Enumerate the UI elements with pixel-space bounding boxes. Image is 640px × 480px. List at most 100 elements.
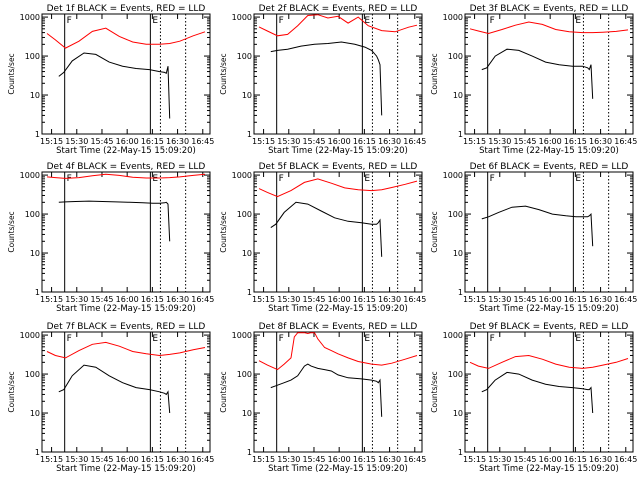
marker-label-f: F [279,334,284,344]
x-tick-label: 15:15 [463,137,486,146]
x-tick-label: 15:15 [40,137,63,146]
x-axis-label: Start Time (22-May-15 15:09:20) [268,464,408,474]
y-tick-label: 1000 [20,331,40,340]
series-line-lld [258,178,418,198]
x-tick-label: 16:30 [166,455,189,464]
y-tick-label: 1 [247,288,252,297]
marker-label-e: E [364,16,370,26]
x-axis-label: Start Time (22-May-15 15:09:20) [56,304,196,314]
marker-label-e: E [575,16,581,26]
y-tick-label: 1 [458,130,463,139]
y-tick-label: 100 [25,210,40,219]
y-tick-label: 10 [453,409,463,418]
y-tick-label: 1 [35,288,40,297]
x-tick-label: 15:45 [90,455,113,464]
y-tick-label: 100 [448,210,463,219]
x-tick-label: 16:15 [141,137,164,146]
x-tick-label: 16:30 [378,137,401,146]
x-tick-label: 15:15 [463,295,486,304]
panel-title: Det 2f BLACK = Events, RED = LLD [259,4,418,14]
marker-label-f: F [67,174,72,184]
x-axis-label: Start Time (22-May-15 15:09:20) [56,464,196,474]
y-tick-label: 1 [458,448,463,457]
y-tick-label: 100 [25,370,40,379]
y-tick-label: 1000 [232,13,252,22]
marker-label-f: F [490,334,495,344]
panel-det-6: Det 6f BLACK = Events, RED = LLD F E 1 10 100… [430,162,637,314]
y-axis-label: Counts/sec [430,371,439,412]
x-tick-label: 15:30 [488,137,511,146]
x-tick-label: 15:15 [40,295,63,304]
series-line-events [270,201,383,257]
x-tick-label: 16:00 [116,455,139,464]
x-tick-label: 15:30 [277,137,300,146]
x-tick-label: 15:15 [252,137,275,146]
y-tick-label: 10 [30,249,40,258]
y-tick-label: 1 [247,448,252,457]
x-axis-label: Start Time (22-May-15 15:09:20) [479,146,619,156]
y-tick-label: 100 [237,370,252,379]
plot-frame [253,331,423,453]
x-tick-label: 16:45 [614,295,637,304]
series-line-events [481,205,594,247]
panel-title: Det 7f BLACK = Events, RED = LLD [47,322,206,332]
x-tick-label: 15:45 [90,295,113,304]
x-axis-label: Start Time (22-May-15 15:09:20) [268,304,408,314]
y-tick-label: 1000 [20,13,40,22]
plot-frame [41,171,211,293]
x-tick-label: 16:30 [166,137,189,146]
x-tick-label: 15:45 [513,137,536,146]
x-tick-label: 16:15 [353,295,376,304]
x-tick-label: 16:15 [564,455,587,464]
series-line-events [481,48,594,99]
panel-det-3: Det 3f BLACK = Events, RED = LLD F E 1 10 100… [430,4,637,156]
panel-det-5: Det 5f BLACK = Events, RED = LLD F E 1 10 100… [219,162,426,314]
y-tick-label: 1000 [20,171,40,180]
y-tick-label: 10 [30,409,40,418]
x-tick-label: 16:15 [141,295,164,304]
panel-title: Det 1f BLACK = Events, RED = LLD [47,4,206,14]
marker-label-e: E [364,174,370,184]
series-line-events [58,52,171,119]
x-tick-label: 16:45 [191,455,214,464]
x-tick-label: 16:30 [589,455,612,464]
x-tick-label: 16:30 [378,455,401,464]
y-tick-label: 10 [453,91,463,100]
y-axis-label: Counts/sec [7,371,16,412]
marker-label-f: F [490,174,495,184]
x-tick-label: 16:15 [353,455,376,464]
plot-frame [41,13,211,135]
x-tick-label: 16:15 [564,137,587,146]
panel-det-2: Det 2f BLACK = Events, RED = LLD F E 1 10 100… [219,4,426,156]
x-tick-label: 15:30 [277,295,300,304]
x-tick-label: 15:15 [252,455,275,464]
y-tick-label: 1 [35,130,40,139]
panel-det-4: Det 4f BLACK = Events, RED = LLD F E 1 10 100… [7,162,214,314]
panel-det-7: Det 7f BLACK = Events, RED = LLD F E 1 10 100… [7,322,214,474]
x-tick-label: 15:30 [488,295,511,304]
y-tick-label: 100 [25,52,40,61]
y-tick-label: 100 [448,52,463,61]
y-tick-label: 1 [458,288,463,297]
y-tick-label: 10 [242,249,252,258]
y-axis-label: Counts/sec [7,211,16,252]
y-tick-label: 1000 [443,331,463,340]
series-line-events [58,364,171,414]
y-tick-label: 10 [242,91,252,100]
panel-det-1: Det 1f BLACK = Events, RED = LLD F E 1 10 100… [7,4,214,156]
x-tick-label: 15:45 [302,295,325,304]
x-tick-label: 16:15 [141,455,164,464]
x-tick-label: 16:15 [564,295,587,304]
panel-title: Det 8f BLACK = Events, RED = LLD [259,322,418,332]
x-tick-label: 16:45 [614,137,637,146]
x-tick-label: 16:45 [191,137,214,146]
y-axis-label: Counts/sec [219,371,228,412]
x-tick-label: 15:15 [40,455,63,464]
y-tick-label: 1000 [232,171,252,180]
x-axis-label: Start Time (22-May-15 15:09:20) [479,464,619,474]
y-axis-label: Counts/sec [7,53,16,94]
marker-label-e: E [152,334,158,344]
series-line-events [58,200,171,242]
y-tick-label: 1 [247,130,252,139]
